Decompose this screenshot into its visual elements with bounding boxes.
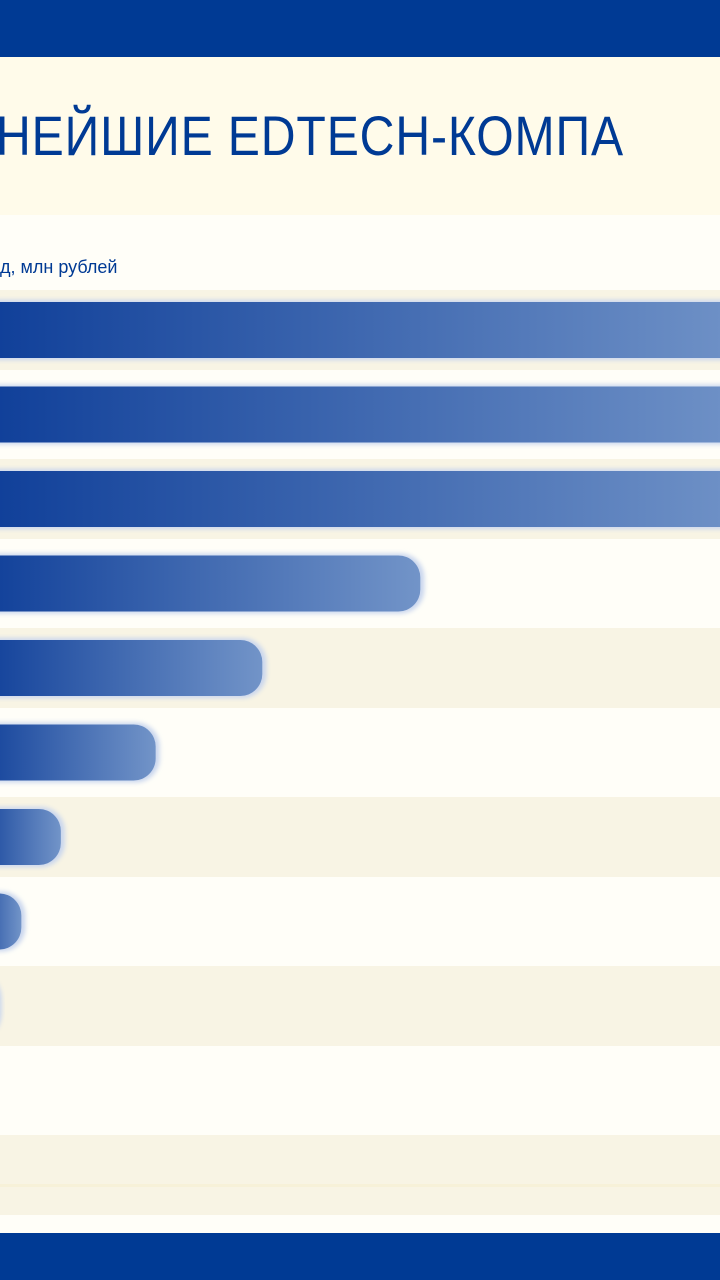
bar bbox=[0, 471, 720, 527]
row-stripe bbox=[0, 1050, 720, 1131]
bar bbox=[0, 809, 61, 865]
bar bbox=[0, 555, 421, 612]
page-title: НЕЙШИЕ EDTECH-КОМПА bbox=[0, 104, 624, 167]
chart-subtitle: д, млн рублей bbox=[0, 257, 118, 277]
top-brand-bar bbox=[0, 0, 720, 57]
row-stripe bbox=[0, 797, 720, 877]
bar bbox=[0, 724, 156, 781]
row-stripe bbox=[0, 1135, 720, 1215]
title-band bbox=[0, 57, 720, 215]
row-stripe bbox=[0, 881, 720, 962]
bar bbox=[0, 640, 263, 696]
bars bbox=[0, 300, 720, 1023]
bar bbox=[0, 893, 22, 950]
footer-divider bbox=[0, 1184, 720, 1187]
bar bbox=[0, 302, 720, 358]
bottom-brand-bar bbox=[0, 1233, 720, 1280]
bar-glow bbox=[0, 989, 2, 1023]
bar bbox=[0, 386, 720, 443]
row-stripe bbox=[0, 966, 720, 1046]
